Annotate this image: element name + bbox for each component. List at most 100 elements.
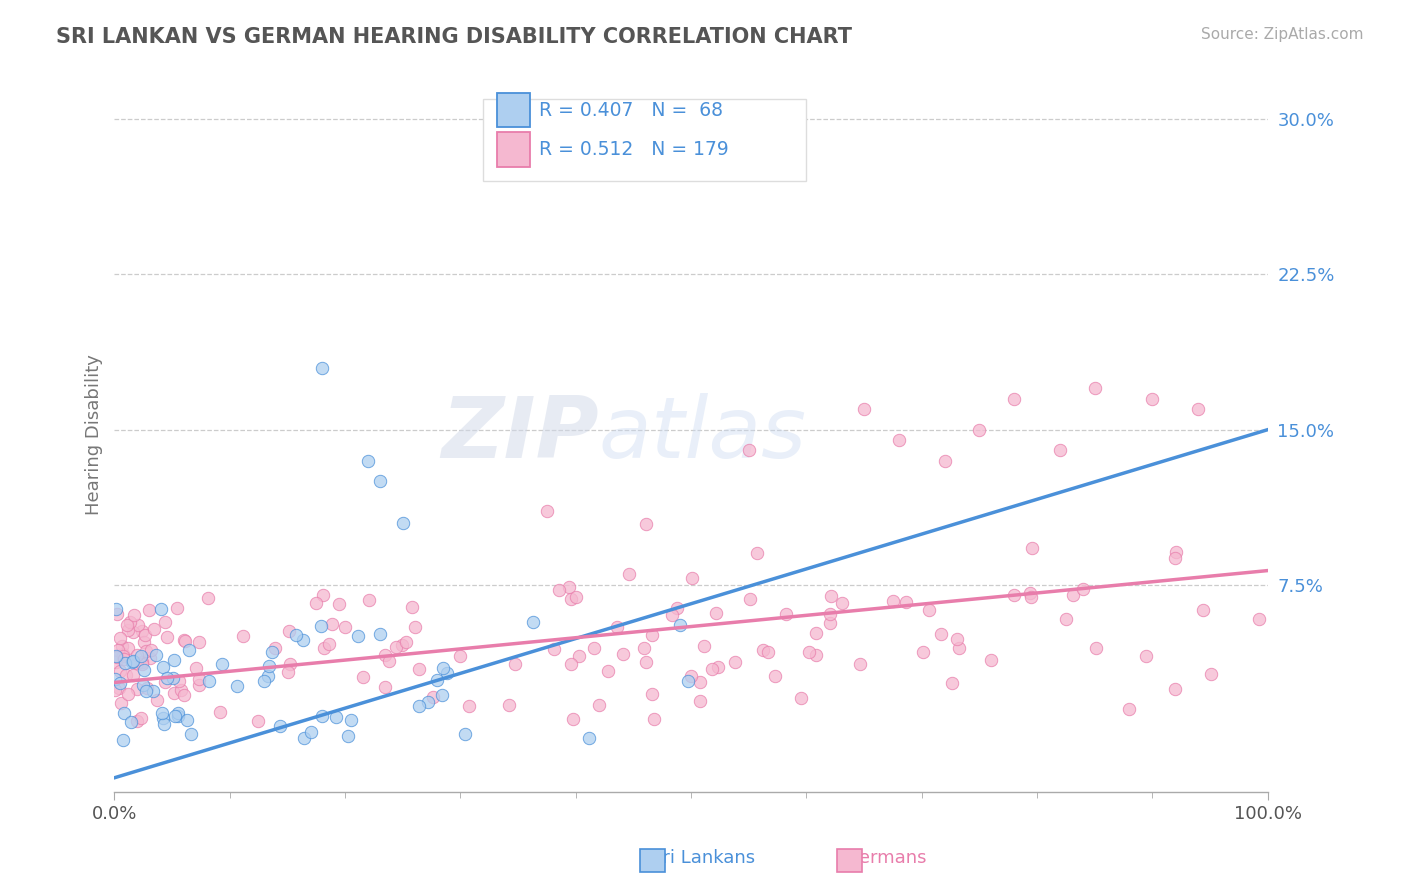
Point — [107, 681, 129, 695]
Point — [132, 663, 155, 677]
Point — [188, 635, 211, 649]
Point — [775, 607, 797, 621]
Point — [1164, 681, 1187, 696]
Point — [368, 475, 391, 489]
Point — [152, 660, 174, 674]
Point — [263, 641, 285, 656]
Point — [155, 671, 177, 685]
Point — [150, 706, 173, 720]
Point — [374, 648, 396, 663]
Point — [568, 649, 591, 664]
Text: ZIP: ZIP — [441, 393, 599, 476]
Point — [745, 546, 768, 560]
Point — [135, 684, 157, 698]
Point — [104, 602, 127, 616]
Point — [1002, 392, 1025, 406]
Point — [1142, 392, 1164, 406]
Point — [1135, 648, 1157, 663]
Point — [612, 648, 634, 662]
Point — [232, 629, 254, 643]
Point — [617, 566, 640, 581]
Point — [804, 648, 827, 662]
Point — [309, 619, 332, 633]
Point — [918, 603, 941, 617]
Point — [498, 698, 520, 713]
Point — [689, 694, 711, 708]
Point — [111, 647, 134, 661]
Point — [752, 643, 775, 657]
Point — [155, 674, 177, 689]
Point — [643, 712, 665, 726]
Point — [426, 673, 449, 688]
Point — [1002, 589, 1025, 603]
Point — [122, 668, 145, 682]
Point — [187, 672, 209, 686]
Point — [292, 731, 315, 746]
Point — [110, 696, 132, 710]
Point — [117, 623, 139, 637]
Point — [799, 645, 821, 659]
Point — [681, 571, 703, 585]
Point — [104, 672, 127, 686]
Point — [458, 699, 481, 714]
Point — [818, 607, 841, 621]
Point — [740, 592, 762, 607]
Point — [704, 606, 727, 620]
Point — [260, 645, 283, 659]
Point — [395, 635, 418, 649]
Point — [146, 692, 169, 706]
Point — [149, 601, 172, 615]
Point — [557, 581, 579, 595]
Text: Source: ZipAtlas.com: Source: ZipAtlas.com — [1201, 27, 1364, 42]
Point — [641, 687, 664, 701]
Point — [129, 711, 152, 725]
Point — [167, 706, 190, 720]
Point — [112, 651, 135, 665]
Point — [311, 708, 333, 723]
Point — [641, 628, 664, 642]
Point — [449, 648, 471, 663]
Point — [634, 656, 657, 670]
Point — [138, 603, 160, 617]
Point — [391, 516, 413, 530]
Point — [633, 641, 655, 656]
Point — [430, 688, 453, 702]
Point — [543, 642, 565, 657]
Point — [1062, 588, 1084, 602]
Point — [401, 599, 423, 614]
Point — [328, 597, 350, 611]
Point — [132, 678, 155, 692]
Point — [184, 661, 207, 675]
Point — [163, 686, 186, 700]
Point — [408, 698, 430, 713]
Point — [831, 596, 853, 610]
Point — [1164, 551, 1187, 566]
Point — [125, 714, 148, 728]
Point — [127, 656, 149, 670]
Point — [1021, 541, 1043, 555]
Point — [820, 589, 842, 603]
Point — [246, 714, 269, 728]
Point — [278, 657, 301, 671]
Point — [166, 601, 188, 615]
Point — [666, 601, 689, 615]
Point — [311, 360, 333, 375]
Point — [818, 615, 841, 630]
Point — [941, 676, 963, 690]
Point — [122, 608, 145, 623]
Point — [634, 517, 657, 532]
Point — [299, 725, 322, 739]
Point — [911, 645, 934, 659]
Point — [418, 695, 440, 709]
Point — [1199, 666, 1222, 681]
Point — [139, 650, 162, 665]
Point — [337, 729, 360, 743]
Point — [110, 664, 132, 678]
Point — [135, 681, 157, 696]
Point — [1084, 381, 1107, 395]
Point — [177, 643, 200, 657]
Point — [853, 401, 876, 416]
Point — [352, 670, 374, 684]
Point — [120, 715, 142, 730]
Point — [945, 632, 967, 646]
